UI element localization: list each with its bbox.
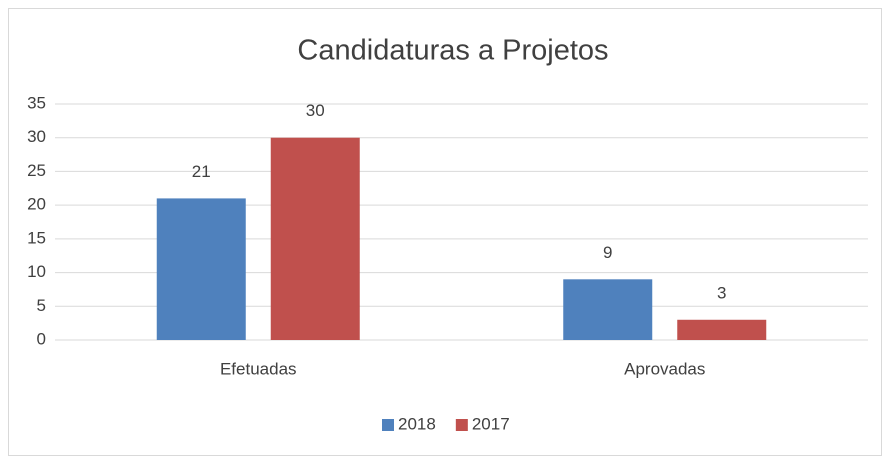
y-tick-label: 35 [27,93,46,112]
y-tick-label: 10 [27,262,46,281]
y-tick-label: 15 [27,228,46,247]
y-tick-label: 30 [27,127,46,146]
bar [270,137,360,340]
x-tick-label: Efetuadas [220,359,297,378]
data-label: 3 [717,283,726,302]
data-label: 30 [306,101,325,120]
y-tick-label: 5 [37,296,46,315]
legend-label: 2017 [472,414,510,433]
chart-title: Candidaturas a Projetos [297,35,608,67]
legend-swatch [455,419,468,431]
legend-label: 2018 [398,414,436,433]
x-tick-label: Aprovadas [624,359,705,378]
data-label: 9 [603,243,612,262]
bar [563,279,653,340]
y-tick-label: 25 [27,161,46,180]
chart-border [8,8,882,456]
y-tick-label: 0 [37,329,46,348]
legend-swatch [382,419,394,431]
bar [677,319,767,340]
data-label: 21 [192,162,211,181]
y-tick-label: 20 [27,195,46,214]
bar [156,198,246,340]
